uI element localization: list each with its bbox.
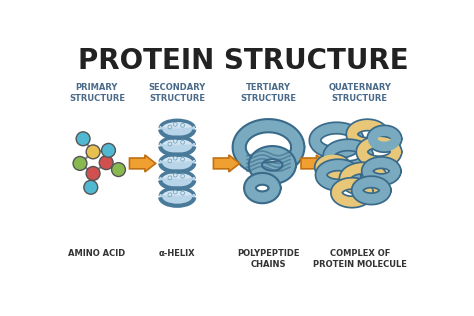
Text: SECONDARY
STRUCTURE: SECONDARY STRUCTURE [149,82,206,103]
Circle shape [168,193,172,197]
Circle shape [173,139,177,143]
Polygon shape [160,194,194,206]
Text: POLYPEPTIDE
CHAINS: POLYPEPTIDE CHAINS [237,249,300,269]
Circle shape [99,156,113,170]
Text: COMPLEX OF
PROTEIN MOLECULE: COMPLEX OF PROTEIN MOLECULE [313,249,407,269]
Circle shape [181,140,184,144]
Circle shape [73,156,87,170]
Text: QUATERNARY
STRUCTURE: QUATERNARY STRUCTURE [328,82,391,103]
Polygon shape [160,171,194,181]
Circle shape [101,143,115,157]
FancyArrow shape [213,155,239,172]
Polygon shape [160,160,194,172]
Circle shape [181,157,184,161]
Polygon shape [160,177,194,189]
Polygon shape [160,143,194,155]
Polygon shape [160,126,194,138]
Circle shape [173,190,177,194]
Text: PRIMARY
STRUCTURE: PRIMARY STRUCTURE [69,82,125,103]
Circle shape [86,145,100,159]
Circle shape [168,142,172,146]
Text: PROTEIN STRUCTURE: PROTEIN STRUCTURE [78,47,408,75]
Circle shape [111,163,126,177]
Circle shape [181,191,184,195]
Circle shape [168,176,172,180]
Circle shape [86,167,100,180]
Circle shape [181,174,184,178]
Text: TERTIARY
STRUCTURE: TERTIARY STRUCTURE [240,82,296,103]
FancyArrow shape [301,155,327,172]
Circle shape [173,122,177,126]
FancyArrow shape [129,155,155,172]
Polygon shape [160,154,194,164]
Circle shape [173,173,177,177]
Polygon shape [160,188,194,198]
Circle shape [84,180,98,194]
Polygon shape [160,120,194,130]
Circle shape [173,156,177,160]
Circle shape [168,125,172,129]
Circle shape [76,132,90,146]
Text: α-HELIX: α-HELIX [159,249,196,258]
Polygon shape [160,137,194,147]
Text: AMINO ACID: AMINO ACID [68,249,126,258]
Circle shape [168,159,172,163]
Circle shape [181,123,184,127]
